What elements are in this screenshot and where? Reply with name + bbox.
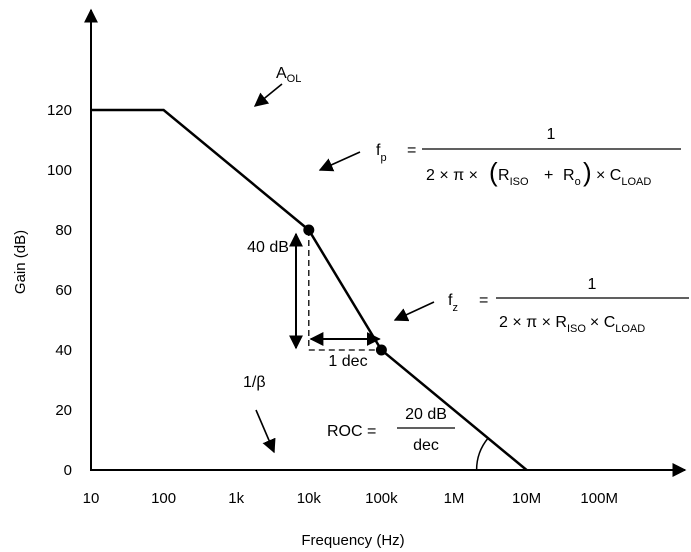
- roc-annotation: ROC = 20 dB dec: [327, 406, 455, 454]
- svg-text:× CLOAD: × CLOAD: [596, 167, 651, 188]
- roc-angle-arc: [475, 437, 489, 471]
- delta-freq-label: 1 dec: [328, 353, 367, 370]
- delta-gain-label: 40 dB: [247, 239, 289, 256]
- x-tick-label: 100k: [365, 490, 398, 507]
- fz-zero-point: [375, 344, 387, 356]
- svg-text:RISO: RISO: [498, 167, 529, 188]
- svg-text:2 × π ×: 2 × π ×: [426, 167, 478, 184]
- svg-text:): ): [583, 157, 592, 187]
- x-tick-labels: 10 100 1k 10k 100k 1M 10M 100M: [83, 490, 618, 507]
- fp-formula: fp = 1 2 × π × ( RISO + Ro ) × CLOAD: [376, 126, 681, 188]
- x-tick-label: 1M: [444, 490, 465, 507]
- fp-pole-point: [303, 224, 315, 236]
- svg-text:=: =: [479, 292, 488, 309]
- x-axis-label: Frequency (Hz): [301, 532, 404, 549]
- x-tick-label: 10k: [297, 490, 322, 507]
- svg-text:=: =: [407, 142, 416, 159]
- y-tick-label: 20: [55, 402, 72, 419]
- y-axis-label: Gain (dB): [12, 230, 29, 294]
- svg-text:+: +: [544, 167, 553, 184]
- svg-text:20 dB: 20 dB: [405, 406, 447, 423]
- svg-text:fz: fz: [448, 292, 458, 314]
- svg-text:(: (: [489, 157, 498, 187]
- fz-pointer-arrow: [393, 301, 435, 322]
- svg-text:1: 1: [547, 126, 556, 143]
- svg-text:2 × π × RISO× CLOAD: 2 × π × RISO × CLOAD: [499, 314, 645, 335]
- x-tick-label: 1k: [228, 490, 244, 507]
- y-tick-label: 100: [47, 162, 72, 179]
- x-tick-label: 10: [83, 490, 100, 507]
- y-tick-label: 60: [55, 282, 72, 299]
- fp-pointer-arrow: [318, 151, 361, 172]
- x-tick-label: 100: [151, 490, 176, 507]
- svg-text:fp: fp: [376, 142, 387, 164]
- y-tick-label: 40: [55, 342, 72, 359]
- x-tick-label: 10M: [512, 490, 541, 507]
- svg-text:ROC =: ROC =: [327, 423, 376, 440]
- y-tick-label: 120: [47, 102, 72, 119]
- x-tick-label: 100M: [580, 490, 618, 507]
- y-tick-label: 0: [64, 462, 72, 479]
- y-tick-labels: 0 20 40 60 80 100 120: [47, 102, 72, 479]
- beta-pointer-arrow: [255, 409, 276, 454]
- svg-text:Ro: Ro: [563, 167, 581, 188]
- y-tick-label: 80: [55, 222, 72, 239]
- aol-pointer-arrow: [253, 83, 283, 107]
- aol-label: AOL: [276, 65, 301, 85]
- beta-label: 1/β: [243, 374, 266, 391]
- svg-text:1: 1: [588, 276, 597, 293]
- svg-text:dec: dec: [413, 437, 439, 454]
- fz-formula: fz = 1 2 × π × RISO × CLOAD: [448, 276, 689, 335]
